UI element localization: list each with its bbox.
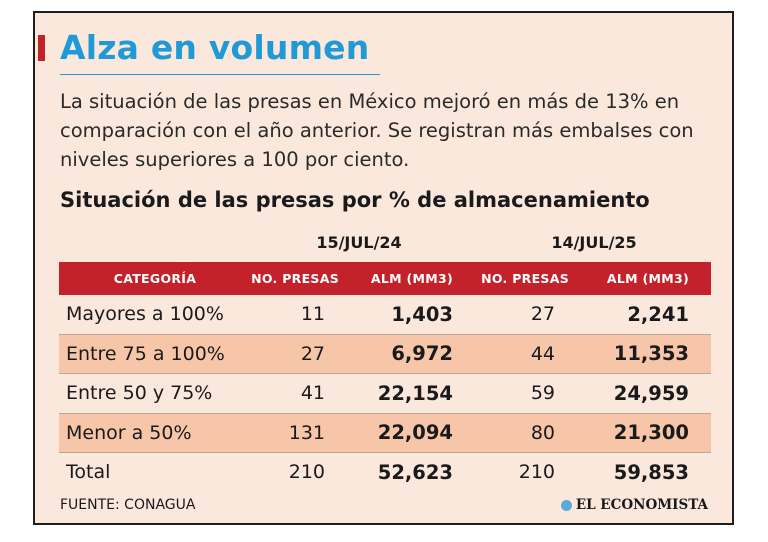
infographic-card: Alza en volumen La situación de las pres… <box>33 11 734 525</box>
column-header-alm-2025: ALM (MM3) <box>591 262 711 295</box>
brand-mark-icon <box>560 499 572 511</box>
headline-underline <box>60 74 380 75</box>
brand-name: EL ECONOMISTA <box>575 497 708 513</box>
data-table: CATEGORÍA NO. PRESAS ALM (MM3) NO. PRESA… <box>59 262 711 492</box>
row-presas-2024: 210 <box>288 461 325 484</box>
table-row: Mayores a 100% 11 1,403 27 2,241 <box>59 295 711 335</box>
row-category: Menor a 50% <box>59 413 251 453</box>
row-alm-2024: 22,154 <box>361 373 475 414</box>
row-category: Total <box>66 461 111 484</box>
row-presas-2025: 44 <box>475 334 591 374</box>
column-header-category: CATEGORÍA <box>59 262 251 295</box>
red-accent-bar <box>38 35 45 61</box>
brand-logo: EL ECONOMISTA <box>560 497 708 513</box>
row-alm-2025: 11,353 <box>591 334 711 374</box>
table-header-row: CATEGORÍA NO. PRESAS ALM (MM3) NO. PRESA… <box>59 262 711 295</box>
intro-text: La situación de las presas en México mej… <box>60 90 694 171</box>
table-row: Menor a 50% 131 22,094 80 21,300 <box>59 413 711 453</box>
row-presas-2024: 131 <box>251 413 361 453</box>
table-title: Situación de las presas por % de almacen… <box>60 188 650 212</box>
row-alm-2024: 6,972 <box>361 334 475 374</box>
row-alm-2025: 59,853 <box>613 460 689 484</box>
period-label-2025: 14/JUL/25 <box>551 233 637 252</box>
row-presas-2024: 27 <box>251 334 361 374</box>
row-alm-2024: 52,623 <box>377 460 453 484</box>
row-category: Entre 75 a 100% <box>59 334 251 374</box>
table-row-total: Total 210 52,623 210 59,853 <box>59 453 711 492</box>
row-presas-2025: 27 <box>475 295 591 335</box>
row-alm-2025: 21,300 <box>591 413 711 453</box>
column-header-presas-2024: NO. PRESAS <box>251 262 361 295</box>
row-category: Entre 50 y 75% <box>59 373 251 414</box>
row-presas-2024: 41 <box>251 373 361 414</box>
row-presas-2025: 210 <box>518 461 555 484</box>
headline: Alza en volumen <box>60 28 370 67</box>
table-row: Entre 50 y 75% 41 22,154 59 24,959 <box>59 373 711 414</box>
row-category: Mayores a 100% <box>59 295 251 335</box>
row-alm-2024: 22,094 <box>361 413 475 453</box>
row-presas-2025: 59 <box>475 373 591 414</box>
row-alm-2025: 2,241 <box>591 295 711 335</box>
row-alm-2024: 1,403 <box>361 295 475 335</box>
row-alm-2025: 24,959 <box>591 373 711 414</box>
data-table-wrapper: CATEGORÍA NO. PRESAS ALM (MM3) NO. PRESA… <box>59 262 711 492</box>
column-header-presas-2025: NO. PRESAS <box>475 262 591 295</box>
source-note: FUENTE: CONAGUA <box>60 497 196 513</box>
row-presas-2025: 80 <box>475 413 591 453</box>
period-label-2024: 15/JUL/24 <box>316 233 402 252</box>
row-presas-2024: 11 <box>251 295 361 335</box>
table-row: Entre 75 a 100% 27 6,972 44 11,353 <box>59 334 711 374</box>
column-header-alm-2024: ALM (MM3) <box>361 262 475 295</box>
